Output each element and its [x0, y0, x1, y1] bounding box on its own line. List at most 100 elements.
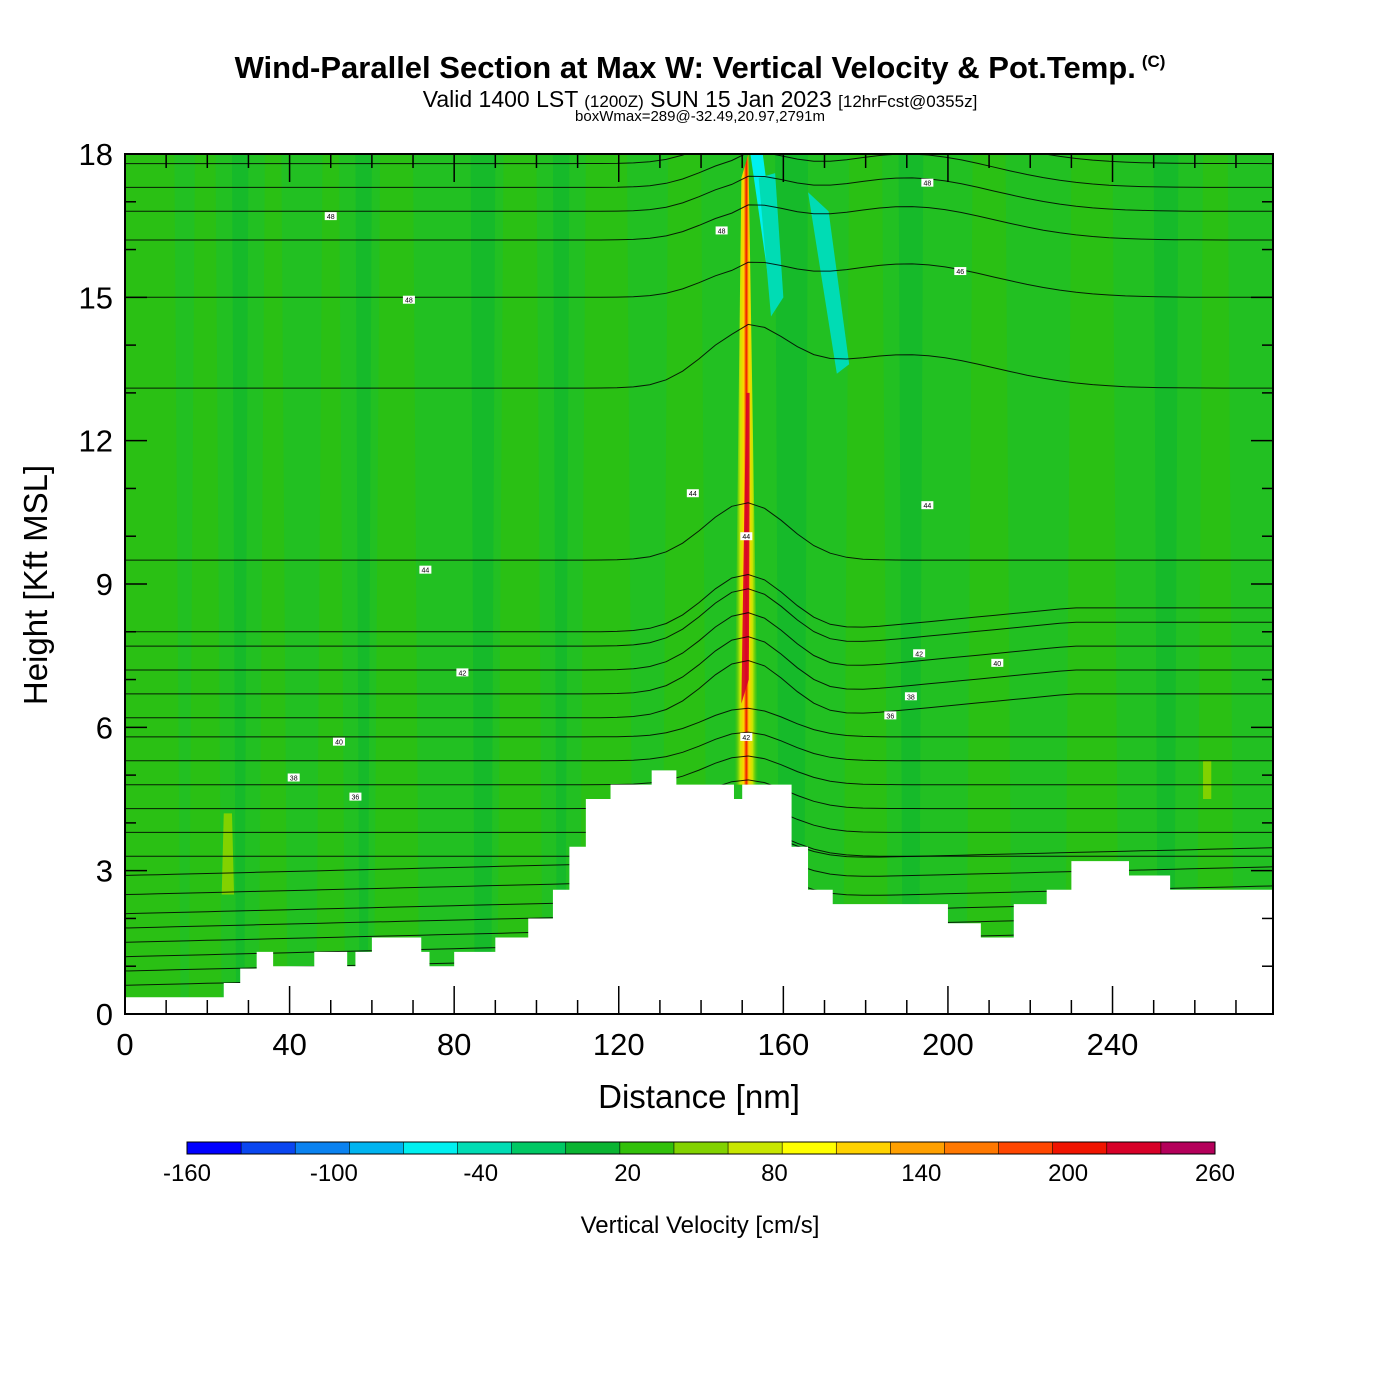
- vv-band-light: [843, 154, 889, 1014]
- isentrope-line: [125, 612, 1273, 671]
- colorbar-tick-label: 20: [614, 1160, 641, 1187]
- isentrope-label-text: 44: [742, 534, 750, 541]
- isentrope-label-box: [884, 711, 897, 720]
- box-wmax-info: boxWmax=289@-32.49,20.97,2791m: [575, 108, 825, 125]
- x-tick-label: 240: [1087, 1027, 1139, 1062]
- isentrope-label: 42: [913, 649, 926, 658]
- y-tick-label: 15: [79, 280, 113, 315]
- isentrope-line: [125, 707, 1273, 738]
- vv-band-light: [258, 154, 288, 1014]
- colorbar-swatch: [728, 1142, 783, 1154]
- x-tick-label: 120: [593, 1027, 645, 1062]
- isentrope-label: 36: [884, 711, 897, 720]
- isentrope-label-text: 48: [923, 181, 931, 188]
- isentrope-label: 42: [740, 732, 753, 742]
- colorbar-swatch: [998, 1142, 1054, 1154]
- isentrope-label-box: [456, 668, 469, 677]
- isentrope-label-box: [332, 737, 345, 746]
- vv-band-dark: [552, 154, 570, 1014]
- vv-band-light: [966, 154, 1012, 1014]
- y-axis-label: Height [Kft MSL]: [17, 465, 54, 705]
- isentrope-label-text: 36: [886, 713, 894, 720]
- y-tick-label: 6: [96, 710, 113, 745]
- colorbar-tick-label: -100: [310, 1160, 358, 1187]
- isentrope-label-text: 44: [421, 568, 429, 575]
- isentrope-label: 48: [324, 212, 337, 221]
- colorbar-swatch: [403, 1142, 459, 1154]
- utc-time: (1200Z): [584, 92, 644, 111]
- isentrope-label-text: 42: [915, 651, 923, 658]
- vv-band-dark: [470, 154, 496, 1014]
- colorbar-swatch: [511, 1142, 567, 1154]
- isentrope-label-box: [686, 489, 699, 498]
- isentrope-label-text: 38: [290, 776, 298, 783]
- y-tick-label: 18: [79, 137, 113, 172]
- colorbar-swatch: [836, 1142, 891, 1154]
- title-text: Wind-Parallel Section at Max W: Vertical…: [234, 50, 1136, 85]
- isentrope-label-text: 44: [923, 503, 931, 510]
- colorbar-swatch: [349, 1142, 404, 1154]
- isentrope-label-text: 48: [718, 228, 726, 235]
- isentrope-label-box: [921, 501, 934, 510]
- isentrope-label: 40: [991, 658, 1004, 668]
- isentrope-line: [125, 588, 1273, 647]
- vv-band-light: [373, 154, 420, 1014]
- vv-band-dark: [1153, 154, 1179, 1014]
- chart-title: Wind-Parallel Section at Max W: Vertical…: [0, 50, 1400, 86]
- x-tick-label: 200: [922, 1027, 974, 1062]
- colorbar-swatch: [241, 1142, 296, 1154]
- isentrope-label-text: 48: [327, 214, 335, 221]
- isentrope-line: [125, 175, 1273, 212]
- isentrope-label-text: 42: [459, 670, 467, 677]
- colorbar-swatch: [1052, 1142, 1108, 1154]
- isentrope-label: 48: [921, 178, 934, 188]
- isentrope-label: 44: [686, 489, 699, 498]
- vv-band-light: [1196, 154, 1234, 1014]
- isentrope-line: [125, 154, 1273, 188]
- isentrope-label-text: 46: [956, 269, 964, 276]
- vv-band-light: [316, 154, 346, 1014]
- isentrope-label-text: 44: [689, 491, 697, 498]
- vv-band-light: [1065, 154, 1119, 1014]
- colorbar-swatch: [565, 1142, 621, 1154]
- colorbar-tick-label: 140: [901, 1160, 941, 1187]
- isentrope-label-text: 40: [335, 740, 343, 747]
- isentrope-label-text: 38: [907, 694, 915, 701]
- isentrope-label: 38: [904, 692, 917, 701]
- isentrope-label-box: [402, 295, 415, 304]
- isentrope-label: 48: [402, 295, 415, 305]
- colorbar-swatch: [782, 1142, 837, 1154]
- isentrope-label: 36: [349, 792, 362, 802]
- isentrope-label-box: [740, 732, 753, 741]
- y-tick-label: 3: [96, 854, 113, 889]
- chart-subtitle: Valid 1400 LST (1200Z) SUN 15 Jan 2023 […: [0, 86, 1400, 113]
- colorbar-title: Vertical Velocity [cm/s]: [581, 1212, 820, 1239]
- isentrope-line: [125, 261, 1273, 298]
- isentrope-label: 46: [954, 267, 967, 276]
- isentrope-label-box: [954, 267, 967, 276]
- downdraft-streak: [808, 192, 850, 374]
- colorbar-swatch: [944, 1142, 1000, 1154]
- vv-band-light: [188, 154, 222, 1014]
- isentrope-label-text: 42: [742, 735, 750, 742]
- isentrope-label-box: [904, 692, 917, 701]
- isentrope-label-box: [740, 532, 753, 541]
- terrain-profile: [125, 770, 1273, 1014]
- valid-date: SUN 15 Jan 2023: [650, 86, 832, 112]
- colorbar-tick-label: 260: [1195, 1160, 1235, 1187]
- colorbar-swatch: [1106, 1142, 1162, 1154]
- vv-band-dark: [231, 154, 249, 1014]
- isentrope-label: 44: [419, 565, 432, 575]
- isentrope-label-text: 40: [993, 661, 1001, 668]
- isentrope-line: [125, 755, 1273, 786]
- forecast-info: [12hrFcst@0355z]: [838, 92, 978, 111]
- isentrope-line: [125, 502, 1273, 561]
- isentrope-label-text: 36: [352, 795, 360, 802]
- valid-time: Valid 1400 LST: [422, 86, 578, 112]
- downdraft-streak: [758, 173, 784, 317]
- isentrope-label: 40: [332, 737, 345, 747]
- colorbar-swatch: [619, 1142, 675, 1154]
- isentrope-line: [125, 154, 1273, 165]
- x-tick-label: 40: [272, 1027, 306, 1062]
